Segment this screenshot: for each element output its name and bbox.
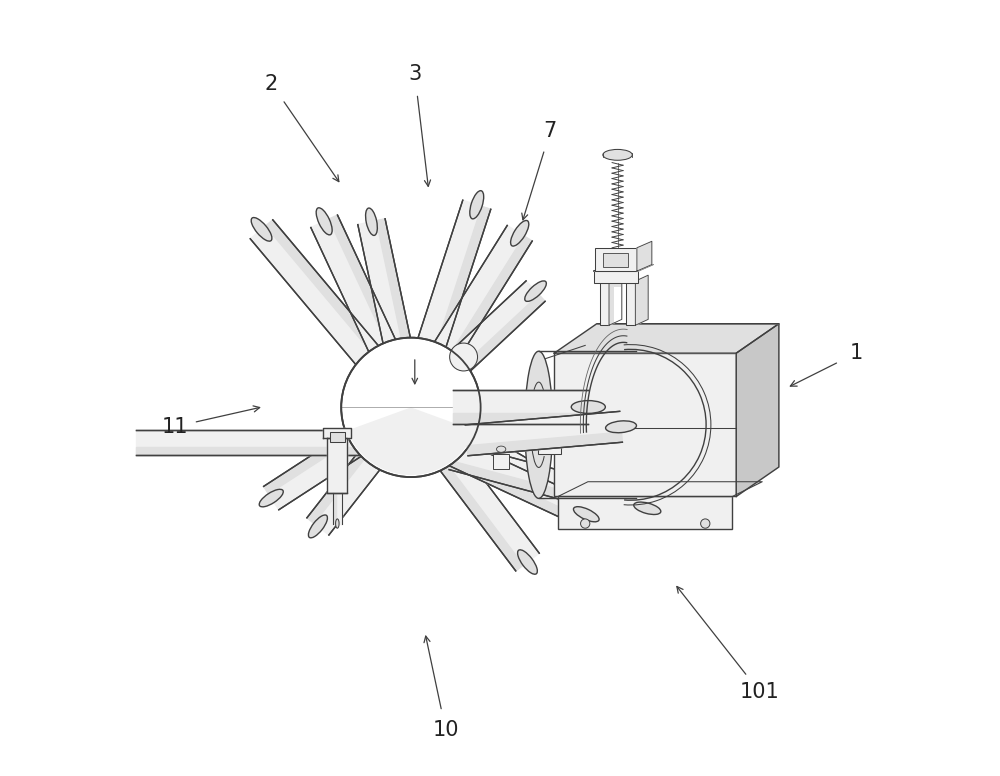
Polygon shape bbox=[558, 482, 762, 497]
Ellipse shape bbox=[518, 550, 537, 574]
Ellipse shape bbox=[603, 150, 632, 161]
Text: 1: 1 bbox=[850, 343, 863, 363]
Circle shape bbox=[701, 519, 710, 528]
Polygon shape bbox=[416, 206, 491, 412]
Polygon shape bbox=[426, 430, 592, 527]
Text: 3: 3 bbox=[408, 64, 421, 85]
Bar bbox=[600, 282, 609, 325]
Text: 11: 11 bbox=[161, 417, 188, 437]
Polygon shape bbox=[609, 275, 622, 325]
Bar bbox=[603, 253, 628, 267]
Polygon shape bbox=[333, 493, 336, 524]
Polygon shape bbox=[426, 447, 584, 527]
Polygon shape bbox=[453, 390, 588, 424]
Polygon shape bbox=[398, 226, 532, 415]
Ellipse shape bbox=[251, 217, 272, 241]
Polygon shape bbox=[265, 220, 422, 404]
Polygon shape bbox=[414, 295, 545, 417]
Polygon shape bbox=[250, 220, 422, 417]
Polygon shape bbox=[327, 438, 347, 493]
Circle shape bbox=[341, 338, 481, 477]
Bar bbox=[330, 432, 345, 442]
Bar bbox=[614, 287, 621, 322]
Bar bbox=[554, 353, 736, 497]
Circle shape bbox=[450, 343, 478, 371]
Ellipse shape bbox=[606, 421, 636, 433]
Polygon shape bbox=[399, 399, 539, 571]
Polygon shape bbox=[404, 395, 549, 495]
Circle shape bbox=[581, 519, 590, 528]
Polygon shape bbox=[376, 219, 425, 407]
Ellipse shape bbox=[525, 352, 553, 498]
Polygon shape bbox=[333, 493, 342, 524]
Polygon shape bbox=[307, 399, 407, 523]
Bar bbox=[626, 282, 635, 325]
Text: 7: 7 bbox=[544, 121, 557, 140]
Polygon shape bbox=[415, 236, 532, 415]
Ellipse shape bbox=[529, 475, 554, 491]
Ellipse shape bbox=[308, 515, 327, 538]
Polygon shape bbox=[635, 275, 648, 325]
Polygon shape bbox=[554, 324, 779, 353]
Polygon shape bbox=[136, 446, 386, 455]
Bar bbox=[493, 454, 509, 469]
Ellipse shape bbox=[511, 220, 529, 246]
Polygon shape bbox=[401, 281, 545, 417]
Wedge shape bbox=[347, 407, 474, 475]
Polygon shape bbox=[449, 461, 646, 521]
Polygon shape bbox=[329, 215, 424, 405]
Polygon shape bbox=[637, 241, 652, 271]
Ellipse shape bbox=[470, 191, 484, 219]
Polygon shape bbox=[307, 399, 422, 535]
Polygon shape bbox=[453, 413, 588, 424]
Ellipse shape bbox=[336, 519, 339, 528]
Text: 10: 10 bbox=[433, 720, 459, 740]
Bar bbox=[595, 248, 637, 271]
Bar bbox=[594, 271, 638, 282]
Ellipse shape bbox=[316, 208, 332, 235]
Polygon shape bbox=[358, 219, 425, 411]
Polygon shape bbox=[399, 411, 523, 571]
Ellipse shape bbox=[634, 502, 661, 514]
Ellipse shape bbox=[525, 281, 546, 301]
Ellipse shape bbox=[259, 490, 283, 507]
Polygon shape bbox=[449, 442, 651, 521]
Ellipse shape bbox=[573, 507, 599, 521]
Polygon shape bbox=[397, 200, 491, 412]
Polygon shape bbox=[136, 430, 386, 455]
Polygon shape bbox=[264, 396, 408, 494]
Polygon shape bbox=[736, 324, 779, 497]
Ellipse shape bbox=[366, 208, 377, 235]
Text: 2: 2 bbox=[265, 74, 278, 94]
Ellipse shape bbox=[571, 400, 605, 414]
Text: 101: 101 bbox=[740, 681, 779, 702]
Ellipse shape bbox=[374, 438, 399, 447]
Bar bbox=[538, 431, 561, 454]
Polygon shape bbox=[594, 265, 653, 271]
Bar bbox=[558, 497, 732, 529]
Polygon shape bbox=[467, 432, 622, 456]
Ellipse shape bbox=[497, 446, 506, 452]
Polygon shape bbox=[264, 396, 419, 510]
Polygon shape bbox=[404, 411, 539, 495]
Polygon shape bbox=[323, 428, 351, 438]
Polygon shape bbox=[465, 411, 622, 456]
Polygon shape bbox=[311, 215, 424, 414]
